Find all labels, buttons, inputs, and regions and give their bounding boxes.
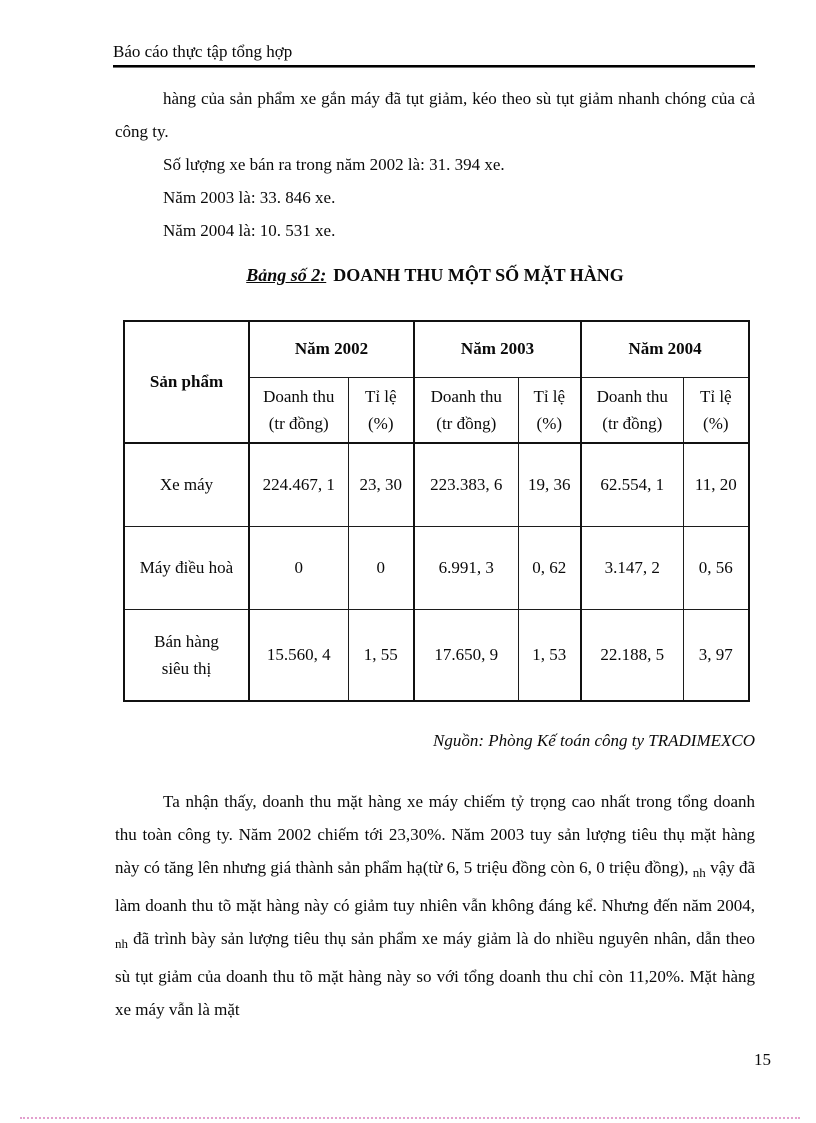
cell-revenue-2002: 0 [248,525,349,610]
product-line: Bán hàng [154,631,219,651]
col-header-year-2003: Năm 2003 [413,320,582,378]
cell-ratio-2004: 3, 97 [682,608,750,702]
revenue-table: Sản phẩm Năm 2002 Năm 2003 Năm 2004 Doan… [123,320,751,702]
cell-revenue-2004: 62.554, 1 [580,442,684,527]
table-title-text: DOANH THU MỘT SỐ MẶT HÀNG [333,265,624,285]
subheader-line: Tỉ lệ [699,386,732,406]
cell-ratio-2002: 23, 30 [347,442,415,527]
subheader-ratio-2002: Tỉ lệ (%) [347,376,415,444]
footer-dotted-rule [20,1117,800,1119]
analysis-subscript: nh [115,936,128,951]
paragraph-intro: hàng của sản phẩm xe gắn máy đã tụt giảm… [115,89,755,141]
analysis-subscript: nh [692,865,706,880]
subheader-line: (tr đồng) [602,413,663,433]
cell-ratio-2003: 19, 36 [517,442,582,527]
product-name: Bán hàng siêu thị [123,608,250,702]
subheader-line: (tr đồng) [268,413,329,433]
col-header-year-2004: Năm 2004 [580,320,750,378]
subheader-ratio-2004: Tỉ lệ (%) [682,376,750,444]
subheader-revenue-2002: Doanh thu (tr đồng) [248,376,349,444]
product-name: Máy điều hoà [123,525,250,610]
cell-ratio-2002: 0 [347,525,415,610]
cell-revenue-2002: 15.560, 4 [248,608,349,702]
subheader-line: (%) [368,413,394,433]
subheader-line: Doanh thu [430,386,502,406]
table-title: Bảng số 2: DOANH THU MỘT SỐ MẶT HÀNG [115,259,755,292]
cell-revenue-2002: 224.467, 1 [248,442,349,527]
cell-ratio-2003: 1, 53 [517,608,582,702]
page-content: hàng của sản phẩm xe gắn máy đã tụt giảm… [115,82,755,1026]
table-row-ban-hang-sieu-thi: Bán hàng siêu thị 15.560, 4 1, 55 17.650,… [123,608,750,702]
cell-revenue-2003: 6.991, 3 [413,525,519,610]
analysis-segment: Ta nhận thấy, doanh thu mặt hàng xe máy … [115,792,755,877]
subheader-revenue-2003: Doanh thu (tr đồng) [413,376,519,444]
paragraph-analysis: Ta nhận thấy, doanh thu mặt hàng xe máy … [115,785,755,1026]
subheader-line: Tỉ lệ [364,386,397,406]
table-year-header-row: Sản phẩm Năm 2002 Năm 2003 Năm 2004 [123,320,750,444]
subheader-line: (%) [703,413,729,433]
product-line: siêu thị [161,658,212,678]
subheader-line: Doanh thu [596,386,668,406]
cell-revenue-2003: 17.650, 9 [413,608,519,702]
analysis-segment: vậy đã làm doanh thu tõ mặt hàng này có … [115,858,755,915]
subheader-ratio-2003: Tỉ lệ (%) [517,376,582,444]
line-sales-2004: Năm 2004 là: 10. 531 xe. [163,221,336,240]
product-line: Xe máy [159,475,214,495]
line-sales-2002: Số lượng xe bán ra trong năm 2002 là: 31… [163,155,505,174]
subheader-line: (tr đồng) [436,413,497,433]
subheader-line: Tỉ lệ [533,386,566,406]
cell-revenue-2003: 223.383, 6 [413,442,519,527]
analysis-segment: đã trình bày sản lượng tiêu thụ sản phẩm… [115,929,755,1019]
product-name: Xe máy [123,442,250,527]
table-number-label: Bảng số 2: [246,265,327,285]
product-line: Máy điều hoà [139,558,234,577]
page-number: 15 [754,1050,771,1069]
col-header-product: Sản phẩm [123,320,250,444]
table-row-may-dieu-hoa: Máy điều hoà 0 0 6.991, 3 0, 62 3.147, 2… [123,525,750,610]
cell-ratio-2002: 1, 55 [347,608,415,702]
cell-ratio-2003: 0, 62 [517,525,582,610]
cell-revenue-2004: 3.147, 2 [580,525,684,610]
table-subheader-row: Doanh thu (tr đồng) Tỉ lệ (%) Doanh thu (tr… [124,376,750,444]
cell-ratio-2004: 11, 20 [682,442,750,527]
running-header: Báo cáo thực tập tổng hợp [113,42,293,61]
table-row-xe-may: Xe máy 224.467, 1 23, 30 223.383, 6 19, … [123,442,750,527]
table-source: Nguồn: Phòng Kế toán công ty TRADIMEXCO [432,731,755,750]
cell-revenue-2004: 22.188, 5 [580,608,684,702]
col-header-year-2002: Năm 2002 [247,320,415,378]
cell-ratio-2004: 0, 56 [682,525,750,610]
subheader-line: Doanh thu [263,386,335,406]
subheader-line: (%) [536,413,563,433]
header-rule [113,65,755,68]
line-sales-2003: Năm 2003 là: 33. 846 xe. [163,188,336,207]
subheader-revenue-2004: Doanh thu (tr đồng) [580,376,684,444]
